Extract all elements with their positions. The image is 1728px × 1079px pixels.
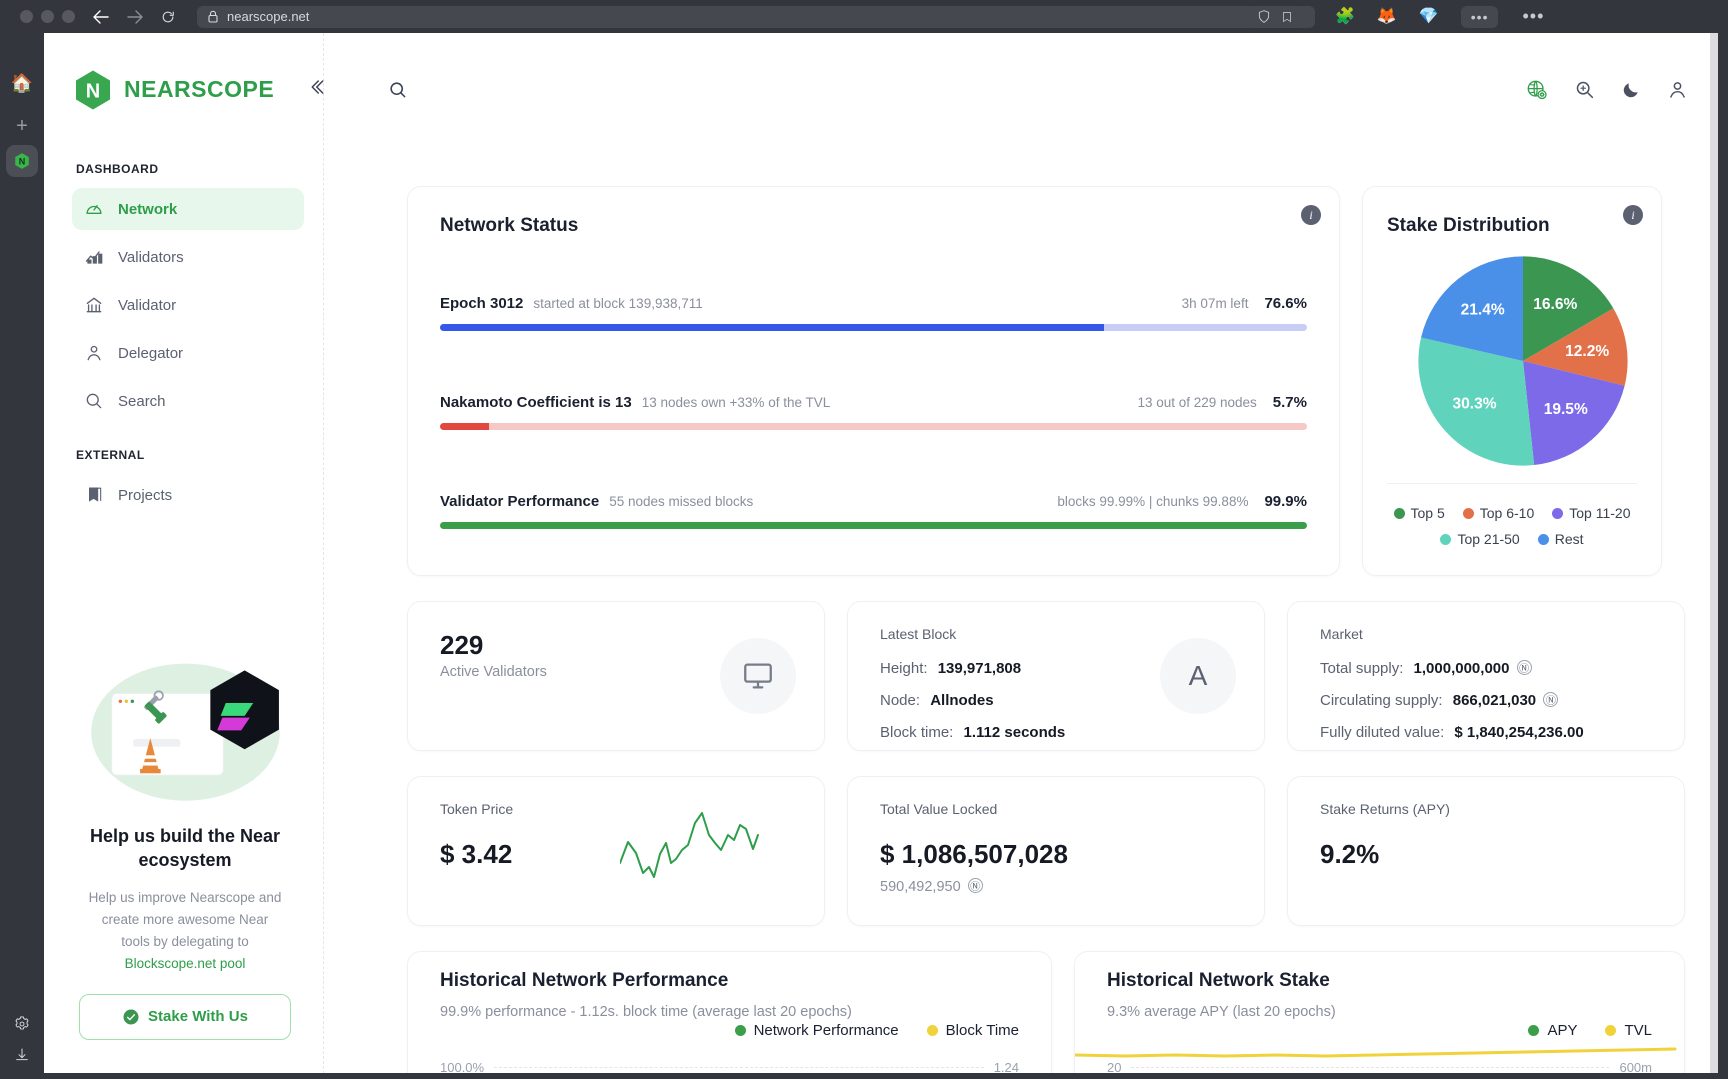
svg-text:16.6%: 16.6% <box>1533 296 1577 313</box>
svg-text:19.5%: 19.5% <box>1544 401 1588 418</box>
svg-text:N: N <box>86 80 100 102</box>
svg-text:21.4%: 21.4% <box>1461 302 1505 319</box>
svg-text:N: N <box>19 156 26 166</box>
svg-text:30.3%: 30.3% <box>1452 395 1496 412</box>
svg-text:12.2%: 12.2% <box>1565 343 1609 360</box>
